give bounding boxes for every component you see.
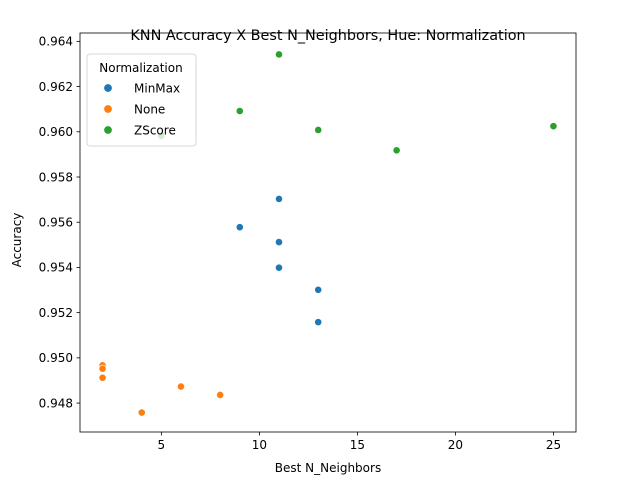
y-tick-label: 0.960 <box>39 125 73 139</box>
data-point-zscore <box>314 126 323 134</box>
legend-marker-zscore <box>103 125 113 135</box>
data-point-minmax <box>275 195 283 203</box>
legend: Normalization MinMax None ZScore <box>86 53 197 147</box>
y-tick-label: 0.964 <box>39 35 73 49</box>
data-point-none <box>98 373 107 382</box>
y-tick-label: 0.958 <box>39 170 73 184</box>
y-axis-ticks: 0.948 0.950 0.952 0.954 0.956 0.958 0.960 0.962… <box>39 35 80 410</box>
data-point-minmax <box>275 263 283 272</box>
plot-area-frame <box>79 32 577 433</box>
legend-marker-minmax <box>103 83 113 93</box>
data-point-zscore <box>275 50 283 59</box>
x-tick-label: 25 <box>546 438 561 452</box>
y-tick-label: 0.956 <box>39 216 73 230</box>
y-tick-label: 0.950 <box>39 351 73 365</box>
data-point-none <box>137 408 146 417</box>
data-point-none <box>216 391 225 399</box>
legend-marker-none <box>103 104 113 114</box>
data-point-zscore <box>549 122 558 131</box>
data-point-none <box>177 382 185 391</box>
legend-label-none: None <box>134 102 165 116</box>
data-points <box>98 50 558 417</box>
data-point-minmax <box>314 285 323 294</box>
legend-label-zscore: ZScore <box>134 123 176 137</box>
legend-entries: MinMax None ZScore <box>103 81 180 137</box>
data-point-minmax <box>235 223 244 232</box>
legend-title: Normalization <box>99 61 182 75</box>
legend-label-minmax: MinMax <box>134 81 180 95</box>
data-point-zscore <box>235 107 244 115</box>
x-tick-label: 10 <box>252 438 267 452</box>
x-tick-label: 15 <box>350 438 365 452</box>
data-point-minmax <box>314 318 323 327</box>
x-tick-label: 20 <box>448 438 463 452</box>
x-tick-label: 5 <box>158 438 166 452</box>
y-tick-label: 0.962 <box>39 80 73 94</box>
y-tick-label: 0.954 <box>39 261 73 275</box>
legend-box <box>86 53 197 147</box>
y-tick-label: 0.948 <box>39 396 73 410</box>
chart-title: KNN Accuracy X Best N_Neighbors, Hue: No… <box>130 28 525 44</box>
y-tick-label: 0.952 <box>39 306 73 320</box>
x-axis-ticks: 5 10 15 20 25 <box>158 432 561 452</box>
data-point-minmax <box>275 238 283 247</box>
x-axis-label: Best N_Neighbors <box>275 461 381 475</box>
y-axis-label: Accuracy <box>10 213 24 268</box>
data-point-zscore <box>392 146 401 155</box>
data-point-none <box>98 364 107 373</box>
